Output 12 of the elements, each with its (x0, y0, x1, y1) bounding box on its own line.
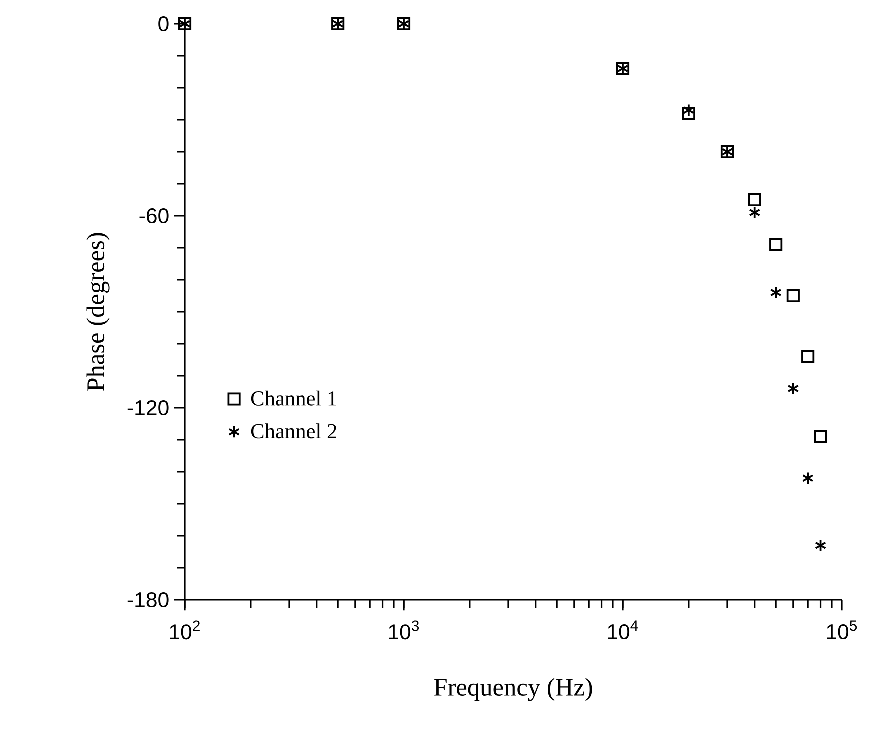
x-tick-label: 10$^{5}$ (827, 620, 858, 640)
y-tick-label: 0 (158, 16, 169, 32)
x-axis-title: Frequency (Hz) (434, 678, 592, 702)
x-tick-label: 10$^{2}$ (170, 620, 200, 640)
x-tick-label: 10$^{3}$ (389, 620, 420, 640)
y-tick-label: -60 (140, 208, 169, 224)
x-tick-label: 10$^{4}$ (608, 620, 638, 640)
y-axis-title: Phase (degrees) (86, 233, 110, 392)
legend-label: Channel 1 (251, 390, 336, 406)
y-tick-label: -180 (128, 592, 169, 608)
legend-label: Channel 2 (251, 424, 336, 439)
y-tick-label: -120 (128, 400, 169, 416)
